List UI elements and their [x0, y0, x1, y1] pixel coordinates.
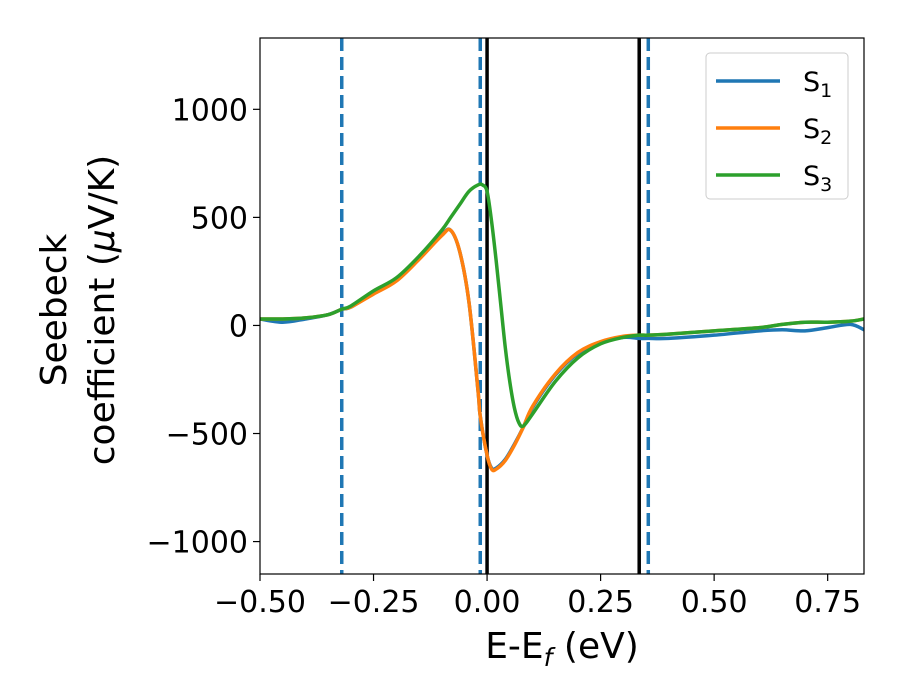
legend: S1 S2 S3 — [705, 52, 849, 200]
x-tick-label: 0.50 — [681, 585, 748, 620]
legend-box — [705, 52, 849, 200]
data-series-lines — [260, 182, 864, 473]
y-tick-label: −500 — [166, 418, 248, 453]
x-axis-label-main: E-E — [485, 626, 543, 667]
y-axis-label-text-a: coefficient ( — [82, 252, 123, 465]
x-axis-label: E-Ef (eV) — [485, 626, 639, 672]
x-tick-label: −0.50 — [214, 585, 306, 620]
plot-frame — [259, 37, 865, 575]
series-line-s1 — [260, 227, 864, 472]
y-axis-label-line1: Seebeck — [34, 233, 75, 386]
y-tick-label: −1000 — [147, 526, 248, 561]
y-axis-label-text-b: V/K) — [82, 155, 123, 229]
y-axis-ticks: −1000 −500 0 500 1000 — [147, 93, 260, 561]
series-line-s3 — [260, 182, 864, 429]
legend-label-s2: S2 — [803, 114, 832, 149]
x-tick-label: −0.25 — [328, 585, 420, 620]
x-axis-ticks: −0.50 −0.25 0.00 0.25 0.50 0.75 — [214, 574, 861, 620]
y-tick-label: 500 — [191, 201, 248, 236]
x-axis-label-unit: (eV) — [552, 626, 638, 667]
x-tick-label: 0.25 — [567, 585, 634, 620]
vertical-reference-lines — [339, 38, 651, 574]
x-tick-label: 0.75 — [794, 585, 861, 620]
y-axis-label-mu: μ — [82, 229, 123, 253]
legend-label-s1: S1 — [803, 67, 832, 102]
x-tick-label: 0.00 — [454, 585, 521, 620]
y-axis-label-line2: coefficient (μV/K) — [82, 155, 123, 465]
legend-label-s3: S3 — [803, 161, 832, 196]
y-tick-label: 1000 — [172, 93, 248, 128]
series-line-s2 — [260, 227, 864, 473]
y-tick-label: 0 — [229, 309, 248, 344]
